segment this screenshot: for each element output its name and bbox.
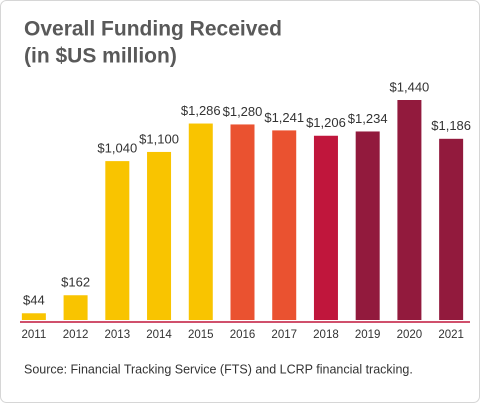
bar <box>313 135 338 320</box>
value-label: $1,286 <box>181 103 221 118</box>
bar <box>355 131 380 320</box>
source-note: Source: Financial Tracking Service (FTS)… <box>24 362 413 376</box>
value-label: $1,241 <box>264 110 304 125</box>
value-label: $162 <box>61 275 90 290</box>
bar <box>105 161 130 320</box>
chart-title: Overall Funding Received <box>24 18 282 41</box>
x-tick-label: 2012 <box>63 329 89 341</box>
value-label: $1,280 <box>223 104 263 119</box>
x-tick-label: 2016 <box>230 329 256 341</box>
x-tick-label: 2014 <box>146 329 172 341</box>
x-tick-label: 2019 <box>355 329 381 341</box>
bar <box>147 151 172 320</box>
x-tick-label: 2021 <box>438 329 464 341</box>
x-tick-label: 2018 <box>313 329 339 341</box>
bar <box>230 124 255 320</box>
value-label: $1,186 <box>431 118 471 133</box>
value-label: $1,440 <box>390 79 430 94</box>
x-tick-label: 2015 <box>188 329 214 341</box>
bar <box>439 138 464 320</box>
x-tick-label: 2013 <box>105 329 131 341</box>
x-tick-label: 2011 <box>21 329 46 341</box>
value-label: $1,206 <box>306 115 346 130</box>
bar <box>188 123 213 321</box>
value-label: $1,040 <box>97 141 137 156</box>
x-tick-label: 2017 <box>271 329 297 341</box>
bar <box>21 313 46 320</box>
chart-subtitle: (in $US million) <box>24 45 177 68</box>
bar <box>272 130 297 320</box>
bar <box>63 295 88 320</box>
value-label: $44 <box>23 293 45 308</box>
value-label: $1,100 <box>139 131 179 146</box>
x-tick-label: 2020 <box>397 329 423 341</box>
bar <box>397 100 422 320</box>
value-label: $1,234 <box>348 111 388 126</box>
